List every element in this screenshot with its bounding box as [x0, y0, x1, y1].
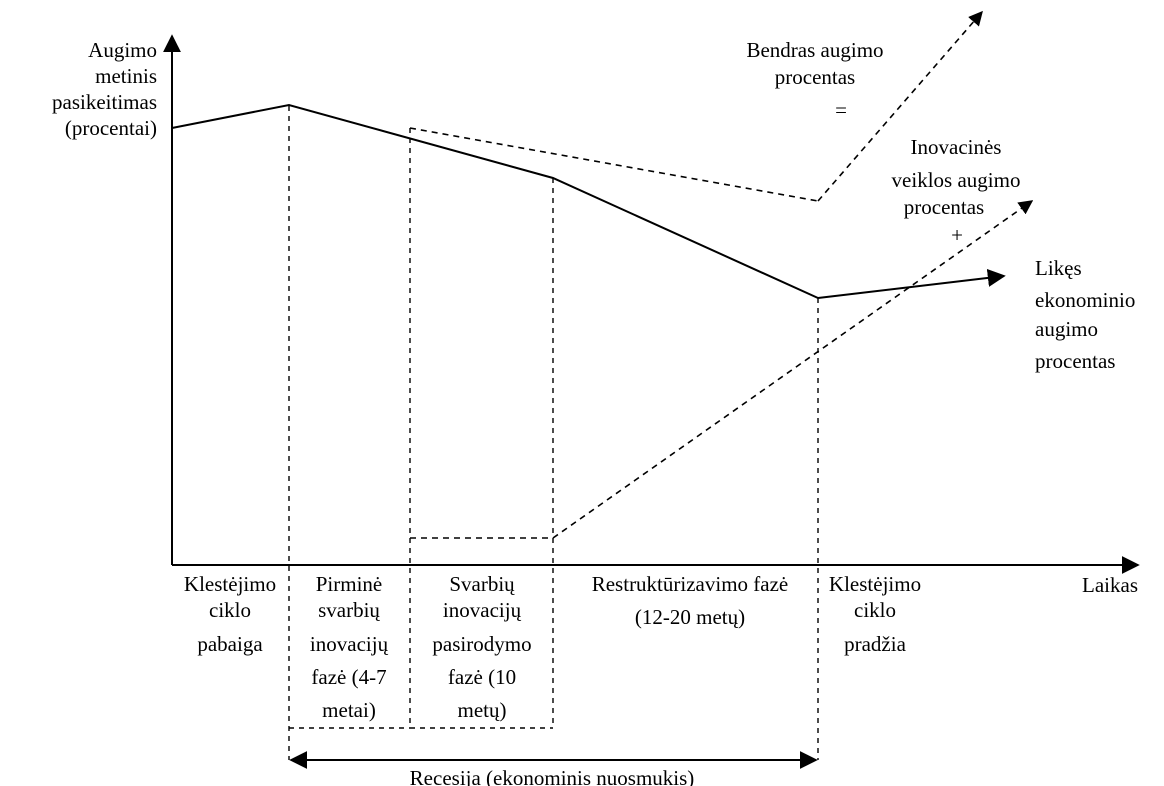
- y-axis-label-line: pasikeitimas: [52, 90, 157, 114]
- phase-label-2: Pirminė svarbių inovacijų fazė (4-7 meta…: [310, 572, 389, 722]
- phase-label-line: pasirodymo: [432, 632, 531, 656]
- innovation-growth-label: Inovacinės veiklos augimo procentas +: [892, 135, 1021, 247]
- y-axis-label: Augimo metinis pasikeitimas (procentai): [52, 38, 157, 140]
- phase-label-line: inovacijų: [310, 632, 389, 656]
- x-axis-label: Laikas: [1082, 573, 1138, 597]
- y-axis-label-line: metinis: [95, 64, 157, 88]
- phase-label-3: Svarbių inovacijų pasirodymo fazė (10 me…: [432, 572, 531, 722]
- phase-label-line: Svarbių: [449, 572, 515, 596]
- remaining-growth-arrow: [817, 268, 1006, 299]
- curve-label-line: procentas: [775, 65, 855, 89]
- phase-label-line: inovacijų: [443, 598, 522, 622]
- phase-label-5: Klestėjimo ciklo pradžia: [829, 572, 921, 656]
- innovation-growth-arrow: [552, 200, 1034, 539]
- phase-label-line: Klestėjimo: [829, 572, 921, 596]
- curve-label-line: ekonominio: [1035, 288, 1135, 312]
- phase-label-4: Restruktūrizavimo fazė (12-20 metų): [592, 572, 789, 629]
- phase-label-line: svarbių: [318, 598, 380, 622]
- total-growth-arrow: [817, 10, 983, 202]
- phase-label-line: metai): [322, 698, 376, 722]
- phase-label-line: metų): [458, 698, 507, 722]
- phase-label-line: (12-20 metų): [635, 605, 745, 629]
- phase-label-line: Klestėjimo: [184, 572, 276, 596]
- phase-label-line: Restruktūrizavimo fazė: [592, 572, 789, 596]
- curve-label-line: +: [951, 223, 963, 247]
- phase-label-line: pradžia: [844, 632, 906, 656]
- curve-label-line: procentas: [904, 195, 984, 219]
- phase-label-line: fazė (10: [448, 665, 516, 689]
- total-growth-label: Bendras augimo procentas =: [746, 38, 883, 122]
- phase-label-line: ciklo: [209, 598, 251, 622]
- phase-label-line: pabaiga: [197, 632, 263, 656]
- remaining-growth-label: Likęs ekonominio augimo procentas: [1035, 256, 1135, 373]
- curve-label-line: Bendras augimo: [746, 38, 883, 62]
- y-axis-label-line: (procentai): [65, 116, 157, 140]
- total-growth-curve: [409, 127, 819, 202]
- curve-label-line: augimo: [1035, 317, 1098, 341]
- remaining-growth-curve: [171, 103, 819, 299]
- y-axis-label-line: Augimo: [88, 38, 157, 62]
- curve-label-line: procentas: [1035, 349, 1115, 373]
- curve-label-line: =: [835, 98, 847, 122]
- phase-label-line: Pirminė: [316, 572, 383, 596]
- curve-label-line: veiklos augimo: [892, 168, 1021, 192]
- phase-label-line: fazė (4-7: [311, 665, 386, 689]
- phase-label-line: ciklo: [854, 598, 896, 622]
- recession-label: Recesija (ekonominis nuosmukis): [410, 766, 695, 786]
- curve-label-line: Likęs: [1035, 256, 1082, 280]
- curve-label-line: Inovacinės: [911, 135, 1002, 159]
- phase-label-1: Klestėjimo ciklo pabaiga: [184, 572, 276, 656]
